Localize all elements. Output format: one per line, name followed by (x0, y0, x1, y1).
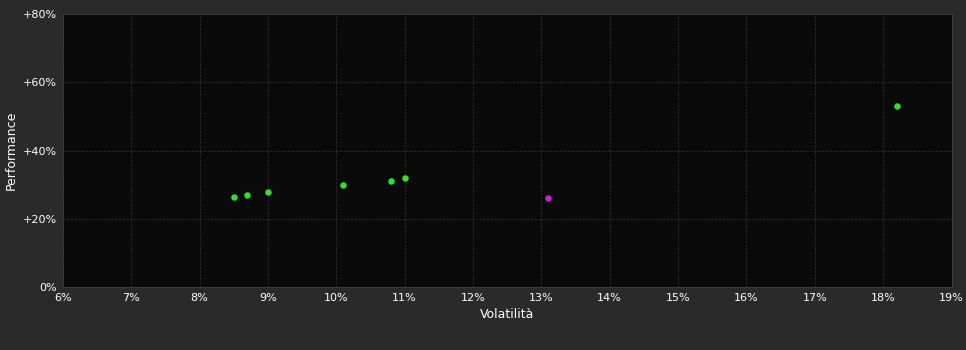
X-axis label: Volatilità: Volatilità (480, 308, 534, 321)
Y-axis label: Performance: Performance (5, 111, 17, 190)
Point (384, 178, 399, 184)
Point (540, 195, 555, 201)
Point (240, 192, 255, 198)
Point (397, 176, 412, 181)
Point (260, 189, 275, 195)
Point (889, 103, 904, 109)
Point (226, 194, 242, 199)
Point (335, 182, 351, 188)
